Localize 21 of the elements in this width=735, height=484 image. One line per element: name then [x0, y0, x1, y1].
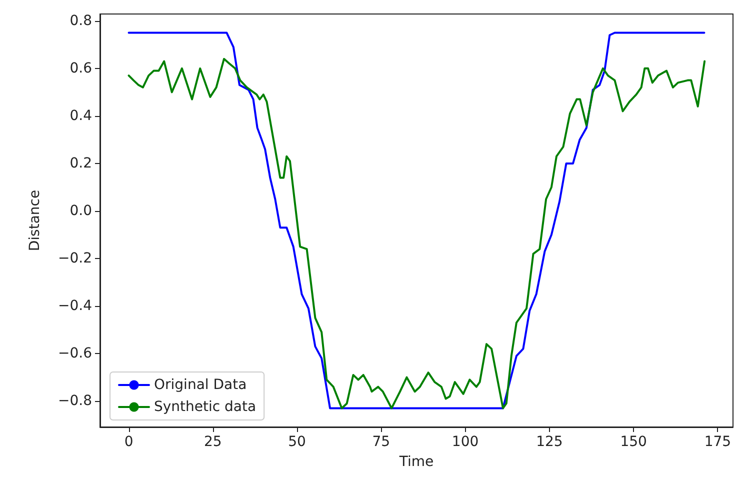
y-tick-label: 0.4	[70, 108, 92, 124]
y-tick-label: −0.6	[58, 346, 92, 362]
y-tick-label: −0.4	[58, 298, 92, 314]
x-tick-label: 75	[372, 434, 390, 450]
x-tick-label: 175	[704, 434, 732, 450]
y-tick-label: −0.8	[58, 393, 92, 410]
x-tick-label: 150	[620, 434, 647, 450]
y-tick-label: 0.2	[70, 155, 92, 172]
x-tick-label: 25	[204, 434, 222, 450]
y-axis-title: Distance	[27, 190, 43, 252]
y-tick-label: −0.2	[58, 250, 92, 267]
x-tick-label: 125	[536, 434, 563, 450]
y-tick-label: 0.0	[70, 202, 92, 219]
y-tick-label: 0.6	[70, 60, 92, 76]
x-tick-label: 100	[452, 434, 479, 450]
legend-label: Synthetic data	[154, 399, 256, 415]
y-tick-label: 0.8	[70, 12, 92, 29]
legend-label: Original Data	[154, 377, 247, 393]
x-tick-label: 0	[124, 434, 134, 450]
x-tick-label: 50	[288, 434, 306, 450]
x-axis-title: Time	[398, 454, 434, 470]
